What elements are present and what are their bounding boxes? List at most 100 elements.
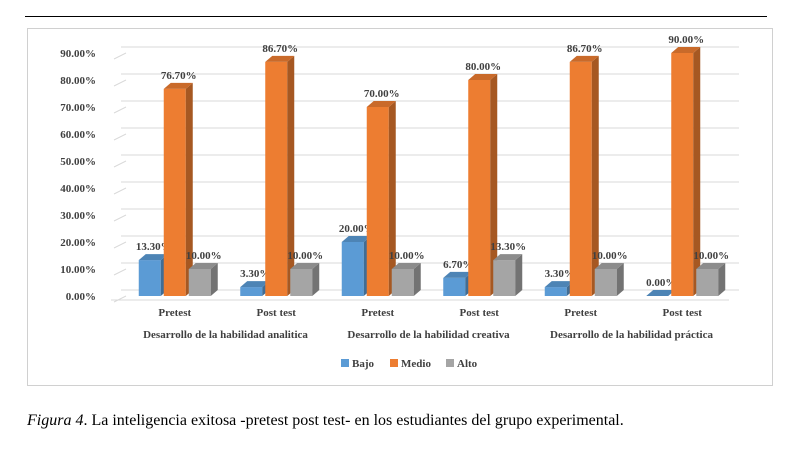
- data-label: 86.70%: [567, 43, 603, 55]
- chart-frame: 0.00% 10.00% 20.00% 30.00% 40.00% 50.00% 60.00…: [27, 28, 773, 386]
- data-label: 76.70%: [161, 70, 197, 82]
- x-tick-label: Pretest: [361, 307, 394, 319]
- y-tick-label: 50.00%: [60, 156, 96, 168]
- bar-medio: [366, 107, 389, 296]
- caption-text: . La inteligencia exitosa -pretest post …: [83, 412, 624, 429]
- gridline-depth: [113, 268, 127, 276]
- data-label: 3.30%: [545, 268, 575, 280]
- bar-top: [569, 55, 599, 62]
- gridline-depth: [113, 133, 127, 141]
- data-label: 90.00%: [668, 34, 704, 46]
- bar-top: [265, 55, 295, 62]
- gridline-depth: [113, 214, 127, 222]
- bar-alto: [290, 269, 313, 296]
- bar-alto: [391, 269, 414, 296]
- bar-medio: [671, 53, 694, 296]
- bar-side: [413, 263, 421, 296]
- data-label: 0.00%: [646, 277, 676, 289]
- legend-swatch-medio: [390, 359, 398, 367]
- bar-top: [468, 74, 498, 80]
- chart-plot: 0.00% 10.00% 20.00% 30.00% 40.00% 50.00% 60.00…: [60, 34, 739, 370]
- y-tick-label: 0.00%: [66, 291, 96, 303]
- data-label: 10.00%: [287, 250, 323, 262]
- caption-label: Figura 4: [27, 412, 84, 429]
- y-tick-label: 30.00%: [60, 210, 96, 222]
- gridline-depth: [113, 241, 127, 249]
- bar-medio: [265, 61, 288, 296]
- bar-top: [646, 290, 676, 296]
- bar-top: [696, 263, 726, 269]
- x-tick-label: Post test: [257, 307, 297, 319]
- figure-caption: Figura 4. La inteligencia exitosa -prete…: [27, 412, 624, 430]
- bar-top: [163, 82, 193, 89]
- data-label: 13.30%: [490, 241, 526, 253]
- bar-bajo: [443, 277, 466, 296]
- bar-side: [591, 55, 599, 296]
- bar-side: [693, 47, 701, 296]
- legend-label: Medio: [401, 358, 431, 370]
- bar-medio: [569, 61, 592, 296]
- bar-top: [544, 281, 574, 288]
- data-label: 3.30%: [240, 268, 270, 280]
- group-label: Desarrollo de la habilidad práctica: [550, 329, 713, 341]
- group-label: Desarrollo de la habilidad analitica: [143, 329, 308, 341]
- gridline-depth: [113, 52, 127, 60]
- bar-alto: [188, 269, 211, 296]
- bar-top: [366, 101, 396, 107]
- legend-swatch-bajo: [341, 359, 349, 367]
- group-label: Desarrollo de la habilidad creativa: [347, 329, 510, 341]
- data-label: 10.00%: [389, 250, 425, 262]
- data-label: 13.30%: [136, 241, 172, 253]
- bar-top: [671, 47, 701, 53]
- bar-top: [188, 263, 218, 269]
- bar-side: [312, 263, 320, 296]
- bar-side: [718, 263, 726, 296]
- y-tick-label: 90.00%: [60, 48, 96, 60]
- bar-side: [388, 101, 396, 296]
- x-tick-label: Post test: [663, 307, 703, 319]
- y-tick-label: 80.00%: [60, 75, 96, 87]
- y-tick-label: 40.00%: [60, 183, 96, 195]
- y-tick-label: 10.00%: [60, 264, 96, 276]
- bar-top: [594, 263, 624, 269]
- top-rule: [25, 16, 767, 17]
- bar-medio: [163, 88, 186, 296]
- data-label: 80.00%: [465, 61, 501, 73]
- bar-alto: [493, 260, 516, 296]
- bar-alto: [696, 269, 719, 296]
- bar-top: [290, 263, 320, 269]
- x-tick-label: Pretest: [158, 307, 191, 319]
- legend-swatch-alto: [446, 359, 454, 367]
- data-label: 20.00%: [339, 223, 375, 235]
- data-label: 10.00%: [693, 250, 729, 262]
- data-label: 6.70%: [443, 259, 473, 271]
- bar-top: [341, 236, 371, 242]
- gridline-depth: [113, 187, 127, 195]
- data-label: 10.00%: [592, 250, 628, 262]
- data-label: 86.70%: [262, 43, 298, 55]
- bar-side: [287, 55, 295, 296]
- bar-side: [515, 254, 523, 296]
- bar-medio: [468, 80, 491, 296]
- bar-alto: [594, 269, 617, 296]
- bar-top: [493, 254, 523, 261]
- legend-label: Bajo: [352, 358, 375, 370]
- bar-side: [490, 74, 498, 296]
- x-tick-label: Post test: [460, 307, 500, 319]
- gridline-depth: [113, 106, 127, 114]
- legend-label: Alto: [457, 358, 478, 370]
- bar-top: [138, 254, 168, 261]
- bar-bajo: [240, 287, 263, 296]
- data-label: 70.00%: [364, 88, 400, 100]
- bar-top: [240, 281, 270, 288]
- bar-top: [391, 263, 421, 269]
- gridline-depth: [113, 79, 127, 87]
- y-tick-label: 20.00%: [60, 237, 96, 249]
- gridline-depth: [113, 295, 127, 303]
- bar-side: [185, 82, 193, 296]
- bar-side: [210, 263, 218, 296]
- bar-bajo: [544, 287, 567, 296]
- bar-bajo: [138, 260, 161, 296]
- y-tick-label: 60.00%: [60, 129, 96, 141]
- bar-top: [443, 271, 473, 278]
